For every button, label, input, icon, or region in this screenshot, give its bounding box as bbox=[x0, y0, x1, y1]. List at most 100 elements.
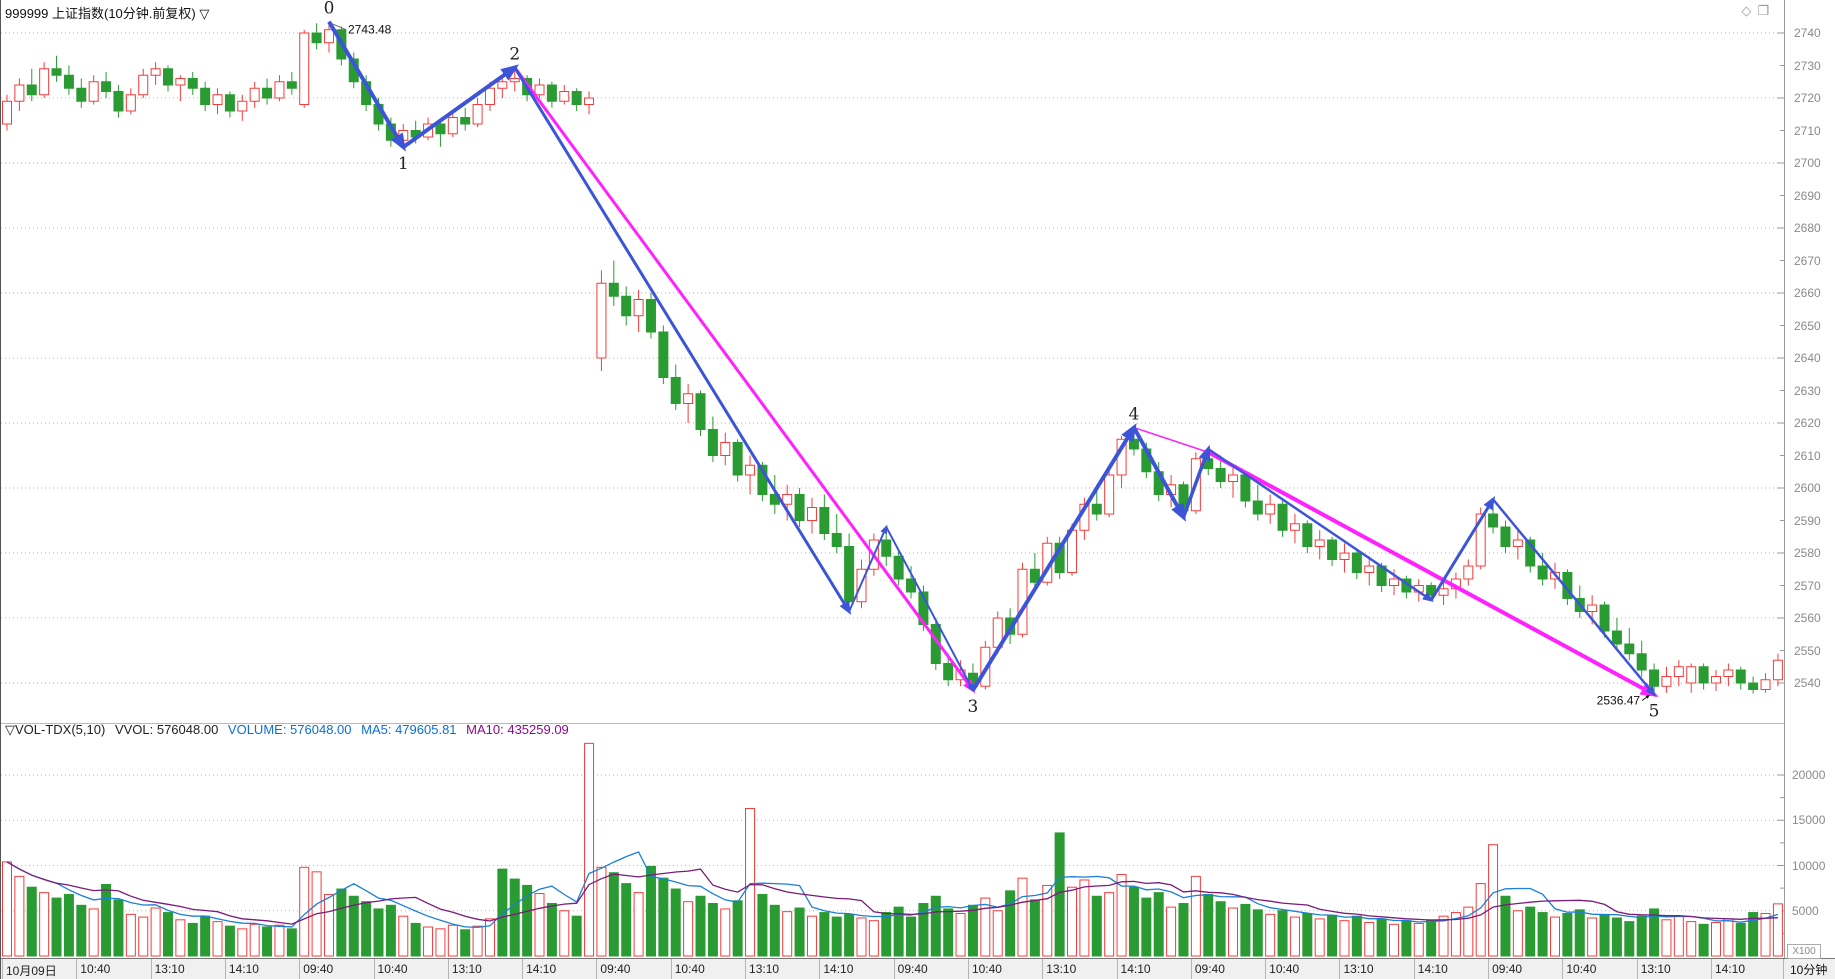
vvol-value: VVOL: 576048.00 bbox=[114, 722, 219, 737]
volume-tick-label: 15000 bbox=[1792, 813, 1826, 828]
svg-text:2: 2 bbox=[509, 44, 520, 64]
time-axis-label: 14:10 bbox=[228, 962, 259, 976]
volume-indicator-header[interactable]: ▽VOL-TDX(5,10) VVOL: 576048.00 VOLUME: 5… bbox=[5, 722, 575, 738]
volume-value: VOLUME: 576048.00 bbox=[227, 722, 352, 737]
price-tick-label: 2560 bbox=[1794, 611, 1821, 625]
time-axis-label: 10:40 bbox=[1566, 962, 1597, 976]
volume-chart[interactable] bbox=[1, 723, 1784, 958]
price-chart[interactable]: 0 1 2 3 4 5 2743.48 2536.47 bbox=[1, 0, 1784, 723]
time-axis-tick bbox=[1190, 959, 1192, 979]
volume-tick-label: 20000 bbox=[1792, 768, 1826, 782]
price-tick-label: 2640 bbox=[1794, 351, 1821, 365]
price-annotations: 2743.48 2536.47 bbox=[331, 23, 1651, 707]
time-axis-tick bbox=[1636, 959, 1638, 979]
price-tick-label: 2650 bbox=[1794, 318, 1821, 333]
time-axis-label: 09:40 bbox=[897, 962, 928, 976]
time-axis-tick bbox=[819, 959, 821, 979]
volume-unit-label: X100 bbox=[1787, 944, 1821, 959]
price-tick-label: 2610 bbox=[1794, 448, 1821, 463]
svg-text:5: 5 bbox=[1649, 701, 1660, 721]
zigzag-magenta-lines bbox=[513, 66, 1659, 697]
time-axis-label: 13:10 bbox=[451, 962, 482, 976]
time-axis-tick bbox=[224, 959, 226, 979]
price-gridlines bbox=[1, 32, 1784, 684]
time-axis-tick bbox=[1042, 959, 1044, 979]
price-tick-label: 2620 bbox=[1794, 416, 1821, 430]
volume-bars[interactable] bbox=[2, 742, 1783, 957]
chart-title[interactable]: 999999 上证指数(10分钟.前复权) ▽ bbox=[5, 6, 210, 21]
price-tick-label: 2680 bbox=[1794, 221, 1821, 235]
svg-text:4: 4 bbox=[1129, 405, 1140, 425]
ma10-value: MA10: 435259.09 bbox=[466, 722, 569, 737]
svg-text:3: 3 bbox=[968, 697, 979, 717]
time-axis-label: 14:10 bbox=[823, 962, 854, 976]
price-tick-label: 2660 bbox=[1794, 286, 1821, 300]
time-axis-label: 14:10 bbox=[526, 962, 557, 976]
time-axis-tick bbox=[447, 959, 449, 979]
restore-window-icon[interactable]: ❐ bbox=[1757, 3, 1775, 18]
price-tick-label: 2590 bbox=[1794, 513, 1821, 528]
volume-gridlines bbox=[1, 774, 1784, 934]
svg-text:2536.47: 2536.47 bbox=[1597, 693, 1641, 707]
price-tick-label: 2570 bbox=[1794, 578, 1821, 593]
ma10-line bbox=[6, 861, 1778, 925]
time-axis-label: 14:10 bbox=[1120, 962, 1151, 976]
time-axis-label: 09:40 bbox=[1492, 962, 1523, 976]
time-axis-tick bbox=[1265, 959, 1267, 979]
time-axis-label: 14:10 bbox=[1714, 962, 1746, 976]
price-tick-label: 2550 bbox=[1794, 643, 1821, 658]
price-tick-label: 2630 bbox=[1794, 383, 1821, 398]
volume-indicator-name[interactable]: ▽VOL-TDX(5,10) bbox=[5, 722, 106, 737]
time-axis-label: 13:10 bbox=[1343, 962, 1374, 976]
time-axis-tick bbox=[150, 959, 152, 979]
time-axis-label: 10:40 bbox=[971, 962, 1002, 976]
time-axis-label: 10月09日 bbox=[6, 964, 57, 978]
time-axis-tick bbox=[670, 959, 672, 979]
svg-text:1: 1 bbox=[398, 154, 409, 174]
time-axis-label: 13:10 bbox=[154, 962, 185, 976]
diamond-icon[interactable]: ◇ bbox=[1741, 3, 1758, 18]
pivot-labels: 0 1 2 3 4 5 bbox=[324, 0, 1660, 721]
time-axis-label: 09:40 bbox=[303, 962, 334, 976]
svg-text:2743.48: 2743.48 bbox=[348, 23, 392, 37]
time-axis-label: 10:40 bbox=[1269, 962, 1300, 976]
time-axis-label: 14:10 bbox=[1417, 962, 1448, 976]
price-tick-label: 2700 bbox=[1794, 156, 1821, 170]
time-axis-label: 13:10 bbox=[749, 962, 780, 976]
price-tick-label: 2600 bbox=[1794, 481, 1821, 495]
time-axis-label: 13:10 bbox=[1046, 962, 1077, 976]
time-axis-tick bbox=[1710, 959, 1712, 979]
time-axis-tick bbox=[1562, 959, 1564, 979]
time-axis-label: 09:40 bbox=[600, 962, 631, 976]
time-axis-label: 09:40 bbox=[1194, 962, 1225, 976]
time-axis-label: 13:10 bbox=[1640, 962, 1671, 976]
time-axis-label: 10:40 bbox=[80, 962, 111, 976]
zigzag-blue-lines bbox=[327, 20, 1657, 697]
price-tick-label: 2670 bbox=[1794, 253, 1821, 268]
price-tick-label: 2710 bbox=[1794, 123, 1821, 138]
time-axis-tick bbox=[1413, 959, 1415, 979]
volume-tick-label: 10000 bbox=[1792, 858, 1826, 873]
price-tick-label: 2690 bbox=[1794, 188, 1821, 203]
time-axis-tick bbox=[299, 959, 301, 979]
time-axis-tick bbox=[596, 959, 598, 979]
time-axis-tick bbox=[522, 959, 524, 979]
price-tick-label: 2730 bbox=[1794, 58, 1821, 73]
time-axis-tick bbox=[745, 959, 747, 979]
time-axis-tick bbox=[967, 959, 969, 979]
period-label[interactable]: 10分钟 bbox=[1790, 963, 1828, 977]
price-tick-label: 2740 bbox=[1794, 26, 1821, 40]
time-axis-tick bbox=[1783, 959, 1784, 979]
time-axis-label: 10:40 bbox=[674, 962, 705, 976]
time-axis-tick bbox=[1339, 959, 1341, 979]
price-tick-label: 2580 bbox=[1794, 546, 1821, 560]
time-axis-label: 10:40 bbox=[377, 962, 408, 976]
right-price-axis: 2740 2730 2720 2710 2700 2690 2680 2670 2660 2650… bbox=[1784, 0, 1835, 979]
time-axis-tick bbox=[893, 959, 895, 979]
volume-tick-label: 5000 bbox=[1792, 903, 1819, 918]
corner-icons: ◇❐ bbox=[1741, 3, 1775, 19]
ma5-value: MA5: 479605.81 bbox=[361, 722, 457, 737]
panel-divider bbox=[1, 723, 1784, 724]
price-tick-label: 2720 bbox=[1794, 91, 1821, 105]
